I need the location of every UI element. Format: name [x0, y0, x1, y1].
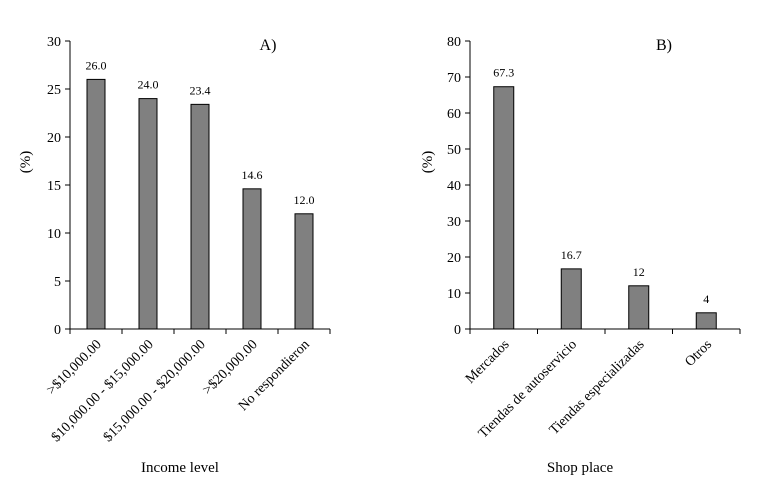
data-label: 23.4 — [190, 83, 211, 97]
y-tick-label: 70 — [447, 71, 461, 86]
y-tick-label: 0 — [54, 323, 61, 338]
y-tick-label: 30 — [447, 215, 461, 230]
y-tick-label: 80 — [447, 35, 461, 50]
y-tick-label: 5 — [54, 275, 61, 290]
y-tick-label: 15 — [47, 179, 61, 194]
bar — [190, 103, 210, 330]
y-tick-label: 10 — [47, 227, 61, 242]
x-axis-label: Shop place — [547, 460, 614, 476]
data-label: 4 — [703, 292, 709, 306]
x-tick-label: Otros — [682, 337, 715, 370]
y-tick-label: 10 — [447, 287, 461, 302]
y-axis-label: (%) — [420, 151, 436, 174]
panel-label: A) — [260, 37, 277, 54]
bar — [493, 86, 515, 330]
y-tick-label: 20 — [47, 131, 61, 146]
bar — [242, 188, 262, 330]
x-tick-label: Mercados — [463, 337, 513, 387]
y-tick-label: 25 — [47, 83, 61, 98]
y-tick-label: 0 — [454, 323, 461, 338]
data-label: 67.3 — [493, 66, 514, 80]
data-label: 12.0 — [294, 193, 315, 207]
y-tick-label: 40 — [447, 179, 461, 194]
data-label: 26.0 — [86, 58, 107, 72]
x-tick-label: $15,000.00 - $20,000.00 — [101, 337, 209, 445]
y-axis-label: (%) — [18, 151, 34, 174]
bar — [86, 78, 106, 330]
y-tick-label: 60 — [447, 107, 461, 122]
bar — [294, 213, 314, 330]
y-tick-label: 50 — [447, 143, 461, 158]
x-axis-label: Income level — [141, 460, 219, 476]
panel-label: B) — [656, 37, 672, 54]
y-tick-label: 20 — [447, 251, 461, 266]
x-tick-label: $10,000.00 - $15,000.00 — [49, 337, 157, 445]
y-tick-label: 30 — [47, 35, 61, 50]
bar — [138, 98, 158, 330]
data-label: 12 — [633, 265, 645, 279]
bar — [695, 312, 717, 330]
data-label: 14.6 — [242, 168, 263, 182]
bar — [560, 268, 582, 330]
bar — [628, 285, 650, 330]
data-label: 16.7 — [561, 248, 582, 262]
data-label: 24.0 — [138, 78, 159, 92]
